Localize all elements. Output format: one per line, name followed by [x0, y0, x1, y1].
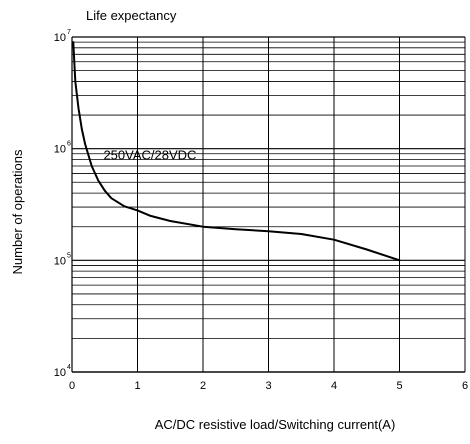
x-tick-label: 0: [69, 380, 75, 392]
x-tick-label: 3: [265, 380, 271, 392]
x-tick-label: 2: [200, 380, 206, 392]
x-axis-label: AC/DC resistive load/Switching current(A…: [155, 417, 396, 432]
x-tick-label: 6: [462, 380, 468, 392]
y-axis-label: Number of operations: [10, 149, 25, 275]
x-tick-label: 1: [134, 380, 140, 392]
y-tick-label: 10: [54, 367, 66, 379]
y-tick-exponent: 4: [67, 364, 71, 371]
series-label-annotation: 250VAC/28VDC: [103, 147, 196, 162]
y-tick-exponent: 7: [67, 29, 71, 36]
y-tick-label: 10: [54, 32, 66, 44]
x-tick-label: 5: [396, 380, 402, 392]
series-group: [72, 41, 401, 262]
series-line: [72, 41, 401, 262]
grid-lines: [71, 37, 466, 373]
y-tick-exponent: 6: [67, 141, 71, 148]
axes: [71, 36, 465, 373]
x-tick-label: 4: [331, 380, 337, 392]
y-tick-label: 10: [54, 144, 66, 156]
y-tick-label: 10: [54, 255, 66, 267]
y-tick-exponent: 5: [67, 252, 71, 259]
chart-title: Life expectancy: [86, 8, 177, 23]
